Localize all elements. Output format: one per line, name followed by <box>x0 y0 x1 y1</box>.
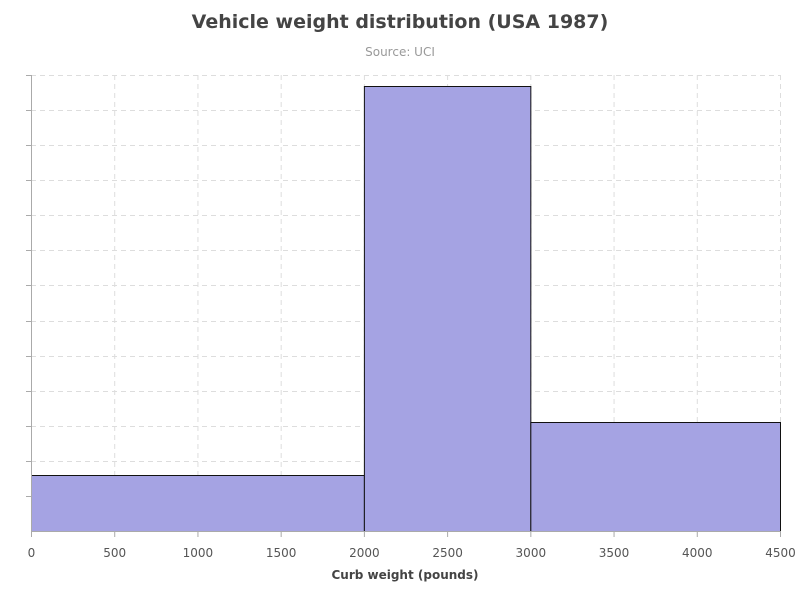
x-tick-label: 4500 <box>765 546 796 560</box>
x-tick-label: 3500 <box>599 546 630 560</box>
x-tick-label: 4000 <box>682 546 713 560</box>
histogram-bar-1[interactable] <box>31 475 365 532</box>
axis-layer: 0 500 1000 1500 2000 2500 3000 3500 4000 4500 <box>26 75 796 560</box>
bars-layer <box>31 86 781 532</box>
chart-subtitle: Source: UCI <box>365 45 435 59</box>
chart-title: Vehicle weight distribution (USA 1987) <box>192 11 609 33</box>
x-tick-label: 3000 <box>516 546 547 560</box>
histogram-bar-3[interactable] <box>530 422 781 532</box>
x-tick-label: 1500 <box>266 546 297 560</box>
x-tick-label: 2500 <box>432 546 463 560</box>
histogram-bar-2[interactable] <box>363 86 532 532</box>
x-tick-label: 500 <box>103 546 126 560</box>
x-axis-title: Curb weight (pounds) <box>331 568 478 582</box>
x-tick-label: 2000 <box>349 546 380 560</box>
x-tick-label: 0 <box>28 546 36 560</box>
x-tick-label: 1000 <box>183 546 214 560</box>
